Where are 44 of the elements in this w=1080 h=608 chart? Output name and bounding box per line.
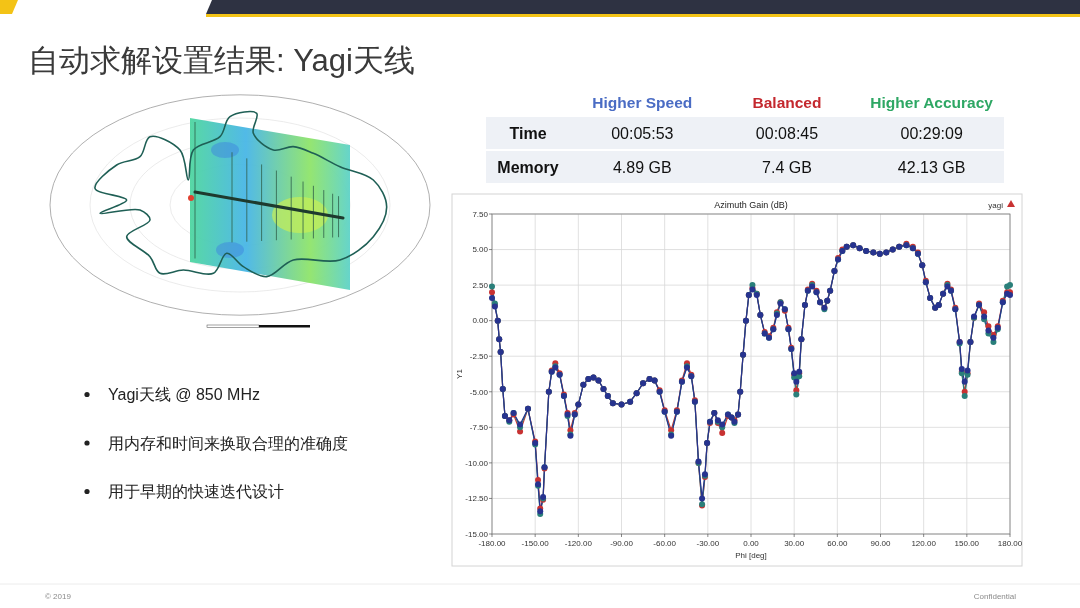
text: 00:29:09 <box>900 125 963 142</box>
x-tick-label: 180.00 <box>997 539 1023 548</box>
y-tick-label: 2.50 <box>472 280 489 290</box>
text: Confidential <box>973 592 1017 601</box>
text: 7.4 GB <box>762 159 812 176</box>
category-label: Memory <box>497 159 559 176</box>
text: 自动求解设置结果: Yagi天线 <box>28 43 415 78</box>
x-tick-label: 150.00 <box>954 539 980 548</box>
x-tick-label: 60.00 <box>827 539 848 548</box>
text: 00:05:53 <box>611 125 674 142</box>
x-tick-label: -30.00 <box>696 539 720 548</box>
category-label: Higher Accuracy <box>870 94 994 111</box>
category-label: Time <box>509 125 547 142</box>
text: © 2019 <box>45 592 72 601</box>
x-axis-title: Phi [deg] <box>735 551 767 560</box>
chart-title: Azimuth Gain (dB) <box>714 200 788 210</box>
y-tick-label: 7.50 <box>472 209 489 219</box>
x-tick-label: -60.00 <box>653 539 677 548</box>
y-tick-label: 5.00 <box>472 245 489 255</box>
text: 42.13 GB <box>897 159 966 176</box>
x-tick-label: 90.00 <box>870 539 892 548</box>
x-tick-label: -150.00 <box>521 539 550 548</box>
category-label: Higher Speed <box>592 94 693 111</box>
y-tick-label: -5.00 <box>469 387 489 397</box>
y-tick-label: -2.50 <box>469 352 489 362</box>
text: Yagi天线 @ 850 MHz <box>108 386 260 403</box>
text: yagi <box>988 201 1004 210</box>
category-label: Balanced <box>752 94 822 111</box>
x-tick-label: 30.00 <box>784 539 805 548</box>
x-tick-label: 120.00 <box>911 539 937 548</box>
x-tick-label: 0.00 <box>743 539 760 548</box>
x-tick-label: -90.00 <box>610 539 634 548</box>
y-tick-label: -10.00 <box>465 458 489 468</box>
text: 00:08:45 <box>755 125 819 142</box>
text: 用内存和时间来换取合理的准确度 <box>108 434 348 452</box>
y-tick-label: -12.50 <box>465 494 489 504</box>
x-tick-label: -180.00 <box>478 539 507 548</box>
y-tick-label: -7.50 <box>469 423 489 433</box>
text: 用于早期的快速迭代设计 <box>108 483 284 500</box>
y-axis-title: Y1 <box>455 368 464 379</box>
y-tick-label: -15.00 <box>465 529 489 539</box>
x-tick-label: -120.00 <box>564 539 593 548</box>
text: 4.89 GB <box>612 159 672 176</box>
y-tick-label: 0.00 <box>472 316 489 326</box>
